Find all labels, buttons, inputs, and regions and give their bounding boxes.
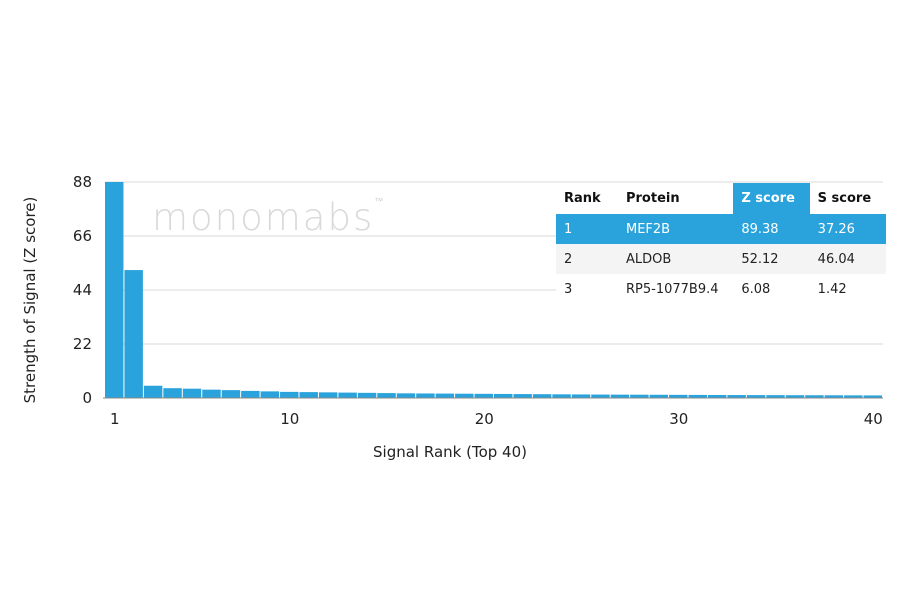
bar bbox=[688, 394, 707, 398]
bar bbox=[649, 394, 669, 398]
bar bbox=[318, 392, 338, 398]
cell-s-score: 46.04 bbox=[809, 244, 886, 274]
bar bbox=[474, 393, 493, 398]
bar bbox=[105, 182, 124, 398]
bar bbox=[571, 394, 591, 398]
y-tick-labels: 0 22 44 66 88 bbox=[73, 173, 92, 407]
header-protein: Protein bbox=[617, 183, 734, 214]
cell-rank: 1 bbox=[556, 214, 618, 244]
bar bbox=[357, 392, 377, 398]
bar bbox=[241, 390, 260, 398]
bar bbox=[591, 394, 610, 398]
bar bbox=[435, 393, 455, 398]
bar bbox=[844, 395, 863, 398]
bar bbox=[532, 394, 552, 398]
score-table: Rank Protein Z score S score 1 MEF2B 89.… bbox=[556, 183, 886, 304]
cell-s-score: 1.42 bbox=[809, 274, 886, 304]
bar bbox=[377, 393, 396, 398]
bar bbox=[669, 394, 688, 398]
bar bbox=[766, 395, 785, 398]
bar bbox=[805, 395, 824, 398]
table-row: 1 MEF2B 89.38 37.26 bbox=[556, 214, 886, 244]
bar bbox=[396, 393, 416, 398]
bar bbox=[202, 389, 221, 398]
cell-protein: ALDOB bbox=[617, 244, 734, 274]
bar bbox=[416, 393, 435, 398]
cell-protein: MEF2B bbox=[617, 214, 734, 244]
cell-z-score: 89.38 bbox=[733, 214, 810, 244]
header-s-score: S score bbox=[809, 183, 886, 214]
bar bbox=[455, 393, 474, 398]
y-tick-label: 0 bbox=[82, 389, 92, 407]
bar bbox=[746, 395, 766, 398]
cell-s-score: 37.26 bbox=[809, 214, 886, 244]
bar bbox=[610, 394, 630, 398]
cell-protein: RP5-1077B9.4 bbox=[617, 274, 734, 304]
y-tick-label: 44 bbox=[73, 281, 92, 299]
x-tick-label: 30 bbox=[669, 410, 688, 428]
bar bbox=[124, 270, 143, 398]
cell-z-score: 6.08 bbox=[733, 274, 810, 304]
bars bbox=[105, 182, 882, 398]
x-axis-title: Signal Rank (Top 40) bbox=[373, 443, 527, 461]
bar bbox=[552, 394, 571, 398]
y-tick-label: 88 bbox=[73, 173, 92, 191]
x-tick-label: 1 bbox=[110, 410, 120, 428]
bar bbox=[513, 394, 532, 398]
bar bbox=[707, 395, 727, 398]
bar bbox=[863, 395, 882, 398]
x-tick-label: 20 bbox=[475, 410, 494, 428]
bar bbox=[163, 388, 182, 398]
cell-rank: 3 bbox=[556, 274, 618, 304]
cell-rank: 2 bbox=[556, 244, 618, 274]
y-tick-label: 22 bbox=[73, 335, 92, 353]
watermark-text: monomabs bbox=[152, 196, 375, 239]
bar bbox=[280, 391, 299, 398]
bar bbox=[221, 390, 241, 398]
bar bbox=[785, 395, 805, 398]
watermark-tm: ™ bbox=[374, 197, 386, 207]
bar bbox=[182, 388, 202, 398]
bar bbox=[260, 391, 280, 398]
x-tick-label: 10 bbox=[280, 410, 299, 428]
x-tick-label: 40 bbox=[864, 410, 883, 428]
bar bbox=[824, 395, 844, 398]
cell-z-score: 52.12 bbox=[733, 244, 810, 274]
bar bbox=[630, 394, 649, 398]
y-tick-label: 66 bbox=[73, 227, 92, 245]
bar bbox=[727, 395, 746, 398]
table-header-row: Rank Protein Z score S score bbox=[556, 183, 886, 214]
y-axis-title: Strength of Signal (Z score) bbox=[21, 197, 39, 404]
bar bbox=[338, 392, 357, 398]
bar bbox=[299, 392, 318, 398]
table-row: 3 RP5-1077B9.4 6.08 1.42 bbox=[556, 274, 886, 304]
bar bbox=[494, 393, 513, 398]
header-z-score: Z score bbox=[733, 183, 810, 214]
watermark-logo: monomabs™ bbox=[152, 196, 385, 239]
bar bbox=[143, 385, 163, 398]
table-row: 2 ALDOB 52.12 46.04 bbox=[556, 244, 886, 274]
header-rank: Rank bbox=[556, 183, 618, 214]
x-tick-labels: 1 10 20 30 40 bbox=[110, 410, 883, 428]
